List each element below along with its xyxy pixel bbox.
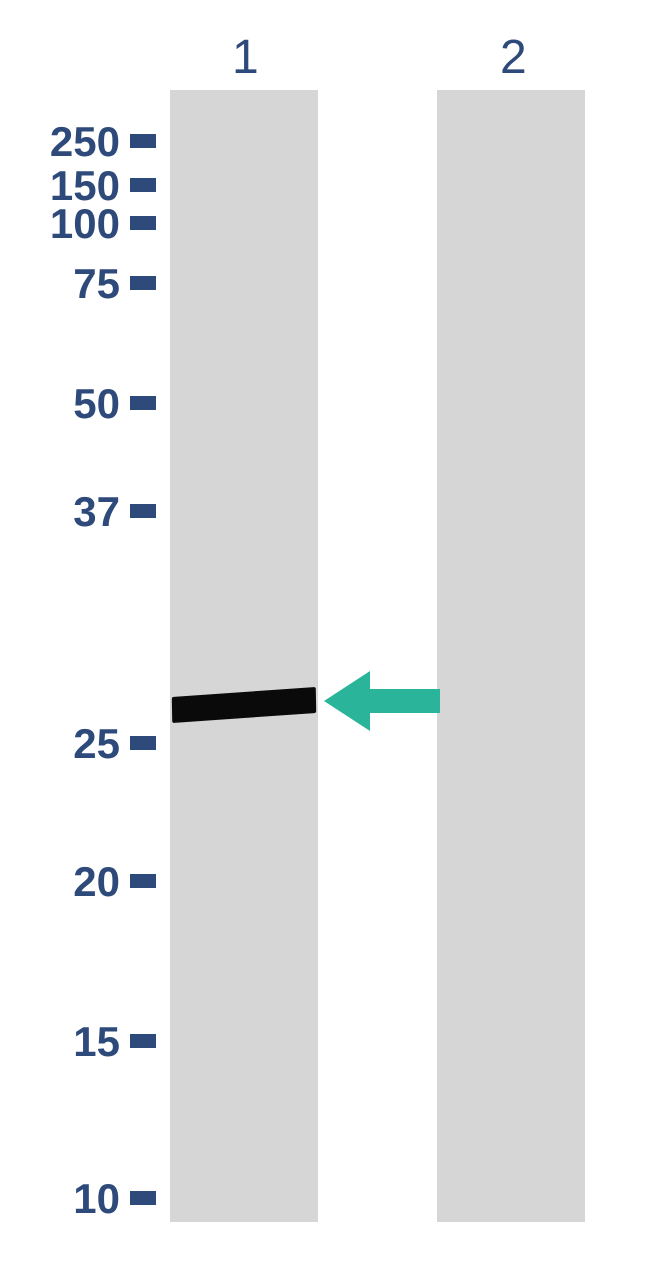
marker-20: 20 [73,858,120,906]
blot-container: 1 2 250 150 100 75 50 37 25 20 15 10 [0,0,650,1270]
marker-tick-20 [130,874,156,888]
marker-37: 37 [73,488,120,536]
arrow-icon [324,669,444,733]
marker-10: 10 [73,1175,120,1223]
lane-label-2: 2 [500,30,527,85]
marker-tick-10 [130,1191,156,1205]
lane-label-1: 1 [232,30,259,85]
marker-tick-25 [130,736,156,750]
marker-tick-75 [130,276,156,290]
marker-100: 100 [50,200,120,248]
marker-50: 50 [73,380,120,428]
marker-tick-250 [130,134,156,148]
marker-75: 75 [73,260,120,308]
marker-tick-100 [130,216,156,230]
marker-25: 25 [73,720,120,768]
marker-250: 250 [50,118,120,166]
marker-tick-15 [130,1034,156,1048]
lane-1 [170,90,318,1222]
marker-15: 15 [73,1018,120,1066]
marker-tick-150 [130,178,156,192]
marker-tick-50 [130,396,156,410]
marker-tick-37 [130,504,156,518]
lane-2 [437,90,585,1222]
